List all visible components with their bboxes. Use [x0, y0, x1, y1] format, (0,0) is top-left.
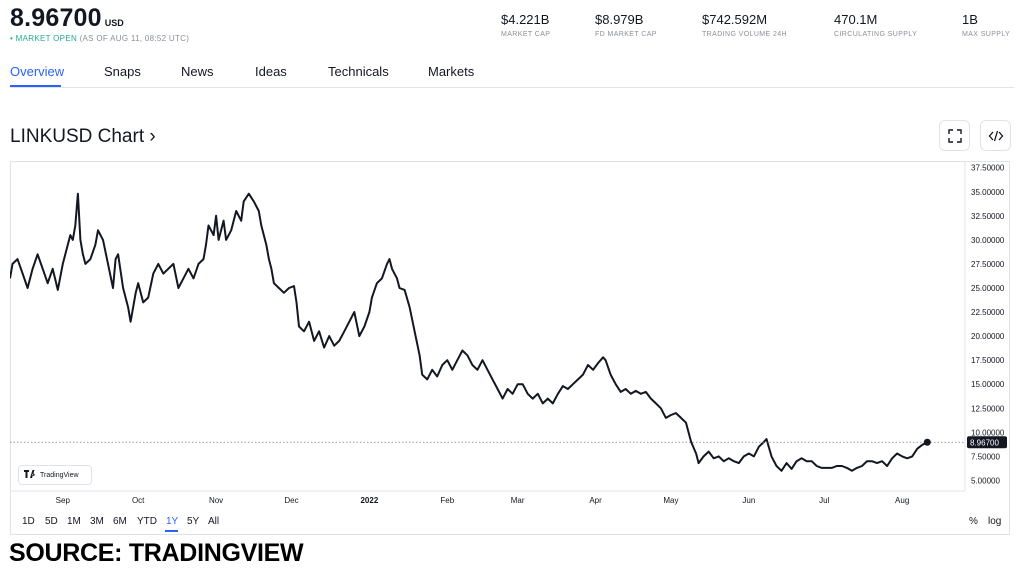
range-1y[interactable]: 1Y: [166, 516, 179, 527]
embed-button[interactable]: [980, 120, 1011, 151]
range-3m[interactable]: 3M: [90, 516, 104, 527]
tradingview-watermark[interactable]: TradingView: [18, 465, 92, 485]
tab-markets[interactable]: Markets: [428, 64, 475, 79]
stat-circulating-supply: 470.1M CIRCULATING SUPPLY: [834, 12, 917, 38]
range-1m[interactable]: 1M: [67, 516, 81, 527]
tab-snaps[interactable]: Snaps: [104, 64, 141, 79]
y-tick-label: 27.50000: [971, 260, 1005, 269]
stat-value: $742.592M: [702, 12, 768, 27]
chart-frame: [10, 161, 1010, 535]
stat-value: $8.979B: [595, 12, 644, 27]
x-tick-label: Dec: [284, 496, 298, 505]
last-price-label-bg: [967, 436, 1007, 449]
y-tick-label: 10.00000: [971, 428, 1005, 437]
tab-technicals[interactable]: Technicals: [328, 64, 389, 79]
stat-label: MAX SUPPLY: [962, 31, 1011, 38]
stat-label: TRADING VOLUME 24H: [702, 31, 787, 38]
log-scale-toggle[interactable]: log: [988, 516, 1002, 527]
range-5y[interactable]: 5Y: [187, 516, 200, 527]
watermark-text: TradingView: [40, 471, 79, 479]
last-price-dot: [923, 438, 931, 446]
percent-scale-toggle[interactable]: %: [969, 516, 978, 527]
x-tick-label: May: [663, 496, 678, 505]
stat-label: MARKET CAP: [501, 31, 551, 38]
x-tick-label: Feb: [440, 496, 454, 505]
status-dot-icon: •: [10, 34, 14, 43]
chart-title[interactable]: LINKUSD Chart ›: [10, 126, 156, 147]
x-tick-label: 2022: [360, 496, 378, 505]
x-tick-label: Aug: [895, 496, 909, 505]
stat-value: $4.221B: [501, 12, 550, 27]
x-tick-label: Sep: [56, 496, 71, 505]
price-block: 8.96700 USD • MARKET OPEN (AS OF AUG 11, …: [10, 4, 189, 43]
y-tick-label: 7.50000: [971, 452, 1000, 461]
stat-trading-volume: $742.592M TRADING VOLUME 24H: [702, 12, 787, 38]
market-open-label: MARKET OPEN: [15, 34, 78, 43]
y-tick-label: 22.50000: [971, 308, 1005, 317]
y-tick-label: 30.00000: [971, 236, 1005, 245]
range-6m[interactable]: 6M: [113, 516, 127, 527]
y-tick-label: 37.50000: [971, 164, 1005, 173]
tradingview-logo-icon: [24, 470, 36, 480]
y-tick-label: 20.00000: [971, 332, 1005, 341]
x-tick-label: Nov: [209, 496, 223, 505]
price-unit: USD: [104, 18, 124, 28]
x-tick-label: Mar: [511, 496, 525, 505]
stat-value: 1B: [962, 12, 978, 27]
market-status: • MARKET OPEN (AS OF AUG 11, 08:52 UTC): [10, 34, 189, 43]
y-tick-label: 17.50000: [971, 356, 1005, 365]
y-tick-label: 25.00000: [971, 284, 1005, 293]
source-caption: SOURCE: TRADINGVIEW: [9, 539, 304, 567]
y-tick-label: 35.00000: [971, 188, 1005, 197]
stat-market-cap: $4.221B MARKET CAP: [501, 12, 550, 38]
y-tick-label: 5.00000: [971, 476, 1000, 485]
status-time: (AS OF AUG 11, 08:52 UTC): [79, 34, 190, 43]
stat-label: FD MARKET CAP: [595, 31, 657, 38]
stat-max-supply: 1B MAX SUPPLY: [962, 12, 1010, 38]
tab-bar: Overview Snaps News Ideas Technicals Mar…: [10, 64, 1014, 88]
tab-ideas[interactable]: Ideas: [255, 64, 287, 79]
fullscreen-button[interactable]: [939, 120, 970, 151]
last-price-label: 8.96700: [970, 438, 999, 447]
range-ytd[interactable]: YTD: [137, 516, 157, 527]
stat-value: 470.1M: [834, 12, 878, 27]
embed-code-icon: [988, 130, 1003, 141]
current-price: 8.96700: [10, 4, 102, 32]
fullscreen-icon: [947, 128, 962, 143]
y-tick-label: 12.50000: [971, 404, 1005, 413]
active-tab-indicator: [10, 85, 61, 87]
stat-fd-market-cap: $8.979B FD MARKET CAP: [595, 12, 657, 38]
stat-label: CIRCULATING SUPPLY: [834, 31, 918, 38]
x-tick-label: Apr: [589, 496, 602, 505]
tab-overview[interactable]: Overview: [10, 64, 65, 79]
y-tick-label: 32.50000: [971, 212, 1005, 221]
price-series-line: [10, 192, 928, 472]
range-5d[interactable]: 5D: [45, 516, 58, 527]
active-range-indicator: [165, 530, 178, 532]
tab-news[interactable]: News: [181, 64, 214, 79]
x-tick-label: Jun: [742, 496, 755, 505]
x-tick-label: Oct: [132, 496, 145, 505]
range-1d[interactable]: 1D: [22, 516, 35, 527]
x-tick-label: Jul: [819, 496, 829, 505]
price-chart[interactable]: 37.50000 35.00000 32.50000 30.00000 27.50000…: [10, 161, 1010, 535]
y-tick-label: 15.00000: [971, 380, 1005, 389]
range-all[interactable]: All: [208, 516, 220, 527]
